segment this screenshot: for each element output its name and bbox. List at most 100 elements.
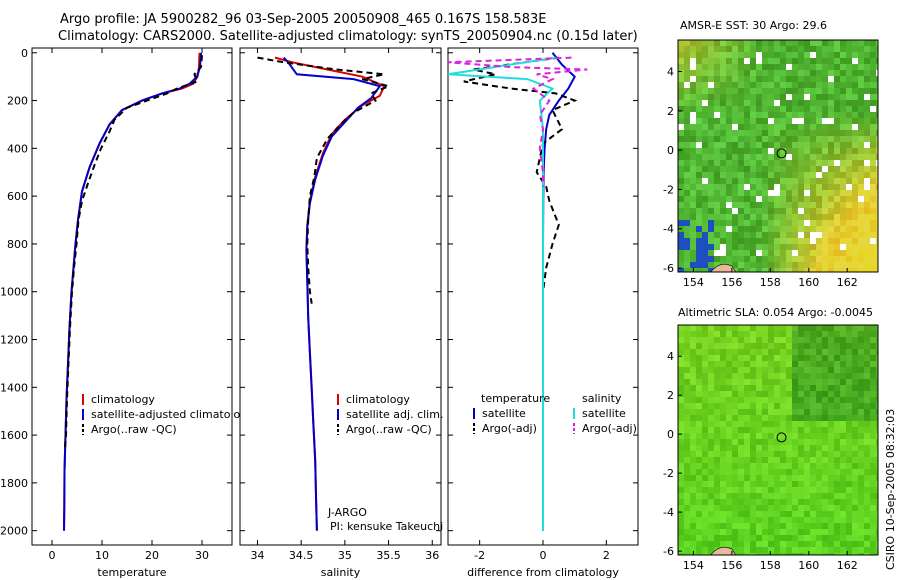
- map-cell: [714, 439, 720, 445]
- map-cell: [858, 220, 864, 226]
- map-cell: [744, 487, 750, 493]
- map-cell: [750, 505, 756, 511]
- map-cell: [750, 403, 756, 409]
- map-cell: [816, 475, 822, 481]
- map-cell: [744, 184, 750, 190]
- map-cell: [750, 40, 756, 46]
- map-cell: [798, 184, 804, 190]
- map-cell: [696, 403, 702, 409]
- map-cell: [696, 184, 702, 190]
- map-cell: [684, 166, 690, 172]
- map-cell: [696, 517, 702, 523]
- map-cell: [684, 505, 690, 511]
- map-cell: [708, 499, 714, 505]
- map-cell: [834, 553, 840, 555]
- map-cell: [738, 421, 744, 427]
- map-cell: [852, 487, 858, 493]
- map-cell: [810, 94, 816, 100]
- map-cell: [756, 529, 762, 535]
- map-cell: [786, 535, 792, 541]
- map-cell: [852, 439, 858, 445]
- map-cell: [696, 100, 702, 106]
- map-cell: [792, 232, 798, 238]
- map-cell: [696, 118, 702, 124]
- map-cell: [852, 166, 858, 172]
- map-cell: [702, 439, 708, 445]
- map-cell: [768, 331, 774, 337]
- map-cell: [744, 373, 750, 379]
- map-cell: [714, 469, 720, 475]
- map-cell: [744, 214, 750, 220]
- map-cell: [756, 409, 762, 415]
- map-cell: [726, 487, 732, 493]
- map-cell: [708, 493, 714, 499]
- map-cell: [870, 439, 876, 445]
- map-cell: [750, 124, 756, 130]
- map-cell: [810, 244, 816, 250]
- map-cell: [828, 268, 834, 272]
- map-cell: [708, 397, 714, 403]
- map-cell: [702, 58, 708, 64]
- map-cell: [816, 349, 822, 355]
- map-cell: [780, 196, 786, 202]
- map-cell: [744, 124, 750, 130]
- map-cell: [810, 172, 816, 178]
- map-cell: [774, 517, 780, 523]
- map-cell: [768, 184, 774, 190]
- map-cell: [750, 268, 756, 272]
- map-cell: [690, 463, 696, 469]
- map-cell: [702, 553, 708, 555]
- map-cell: [744, 70, 750, 76]
- map-cell: [816, 58, 822, 64]
- map-cell: [864, 184, 870, 190]
- map-cell: [762, 268, 768, 272]
- map-cell: [762, 499, 768, 505]
- map-cell: [708, 415, 714, 421]
- map-cell: [846, 361, 852, 367]
- map-cell: [858, 487, 864, 493]
- map-cell: [702, 172, 708, 178]
- map-sla-title: Altimetric SLA: 0.054 Argo: -0.0045: [678, 306, 873, 319]
- map-cell: [798, 106, 804, 112]
- map-cell: [792, 349, 798, 355]
- map-cell: [792, 517, 798, 523]
- map-cell: [714, 403, 720, 409]
- map-cell: [846, 148, 852, 154]
- map-cell: [858, 391, 864, 397]
- map-cell: [834, 409, 840, 415]
- map-cell: [798, 511, 804, 517]
- map-cell: [696, 373, 702, 379]
- map-cell: [762, 82, 768, 88]
- map-cell: [726, 178, 732, 184]
- map-cell: [876, 100, 878, 106]
- map-cell: [804, 403, 810, 409]
- map-cell: [726, 64, 732, 70]
- map-cell: [714, 433, 720, 439]
- map-cell: [816, 82, 822, 88]
- map-cell: [840, 136, 846, 142]
- map-cell: [816, 166, 822, 172]
- map-cell: [678, 361, 684, 367]
- map-cell: [696, 343, 702, 349]
- map-cell: [792, 148, 798, 154]
- map-cell: [756, 220, 762, 226]
- map-cell: [738, 196, 744, 202]
- map-cell: [870, 493, 876, 499]
- map-cell: [762, 541, 768, 547]
- map-cell: [870, 349, 876, 355]
- map-cell: [738, 343, 744, 349]
- map-cell: [840, 403, 846, 409]
- map-cell: [732, 493, 738, 499]
- map-cell: [744, 499, 750, 505]
- map-cell: [822, 337, 828, 343]
- map-cell: [750, 379, 756, 385]
- map-cell: [774, 355, 780, 361]
- map-cell: [792, 172, 798, 178]
- map-cell: [762, 118, 768, 124]
- map-cell: [816, 70, 822, 76]
- legend-label: satellite: [582, 407, 626, 420]
- map-cell: [858, 262, 864, 268]
- map-cell: [756, 190, 762, 196]
- map-cell: [786, 106, 792, 112]
- map-cell: [804, 415, 810, 421]
